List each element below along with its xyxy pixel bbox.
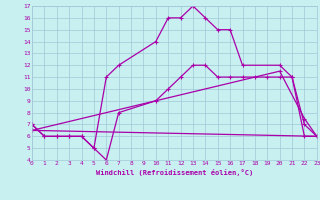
X-axis label: Windchill (Refroidissement éolien,°C): Windchill (Refroidissement éolien,°C) bbox=[96, 169, 253, 176]
